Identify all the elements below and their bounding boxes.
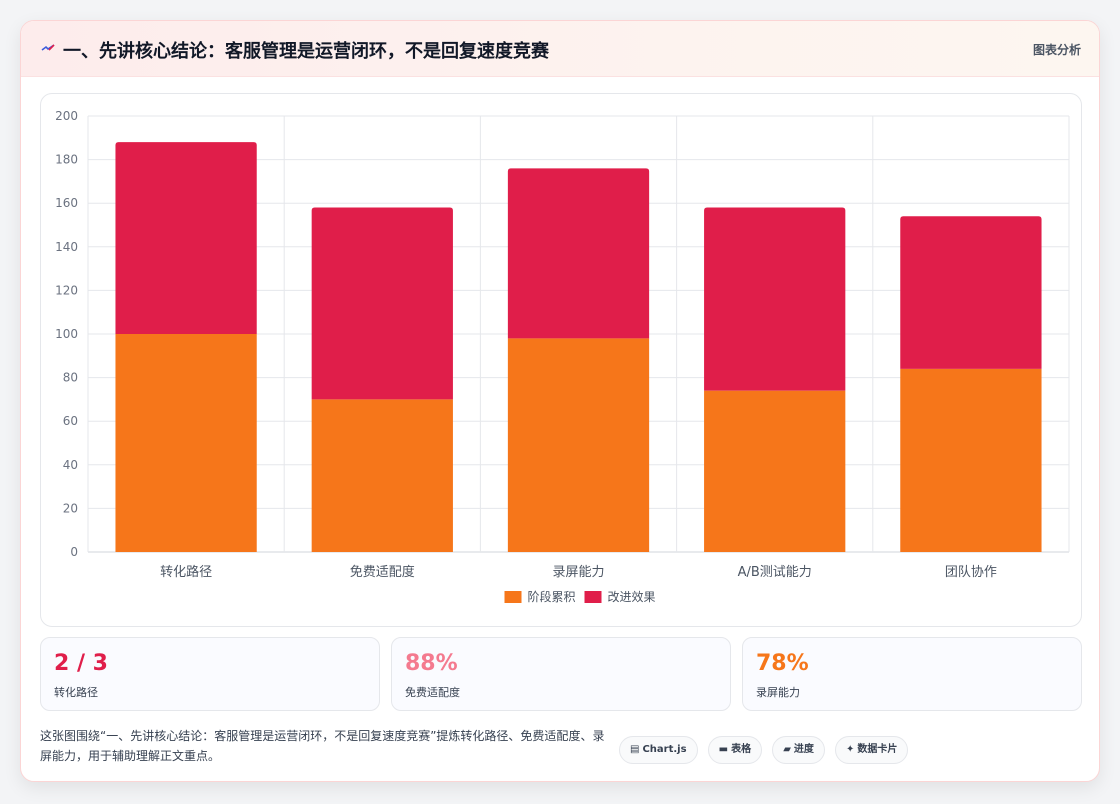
y-tick-label: 180 xyxy=(55,153,78,167)
kpi-value: 78% xyxy=(756,651,809,676)
chip-chartjs[interactable]: ▤ Chart.js xyxy=(619,736,698,764)
kpi-value: 2 / 3 xyxy=(54,651,108,676)
table-icon: ▬ xyxy=(718,744,729,755)
bar-segment xyxy=(311,207,453,400)
y-tick-label: 100 xyxy=(55,327,78,341)
chart-description: 这张图围绕“一、先讲核心结论：客服管理是运营闭环，不是回复速度竞赛”提炼转化路径… xyxy=(40,729,605,763)
y-tick-label: 160 xyxy=(55,196,78,210)
bar-segment xyxy=(115,142,257,334)
chip-table[interactable]: ▬ 表格 xyxy=(707,736,763,764)
chip-progress[interactable]: ▰ 进度 xyxy=(772,736,825,764)
chip-label: 表格 xyxy=(731,744,752,755)
card-header: 一、先讲核心结论：客服管理是运营闭环，不是回复速度竞赛 图表分析 xyxy=(21,21,1099,77)
x-tick-label: 免费适配度 xyxy=(350,564,415,580)
kpi-label: 免费适配度 xyxy=(405,686,460,699)
bar-segment xyxy=(704,390,846,552)
chip-label: Chart.js xyxy=(642,744,687,755)
x-tick-label: 录屏能力 xyxy=(552,565,604,580)
legend-swatch xyxy=(584,591,602,603)
lightning-icon xyxy=(41,44,55,51)
kpi-label: 转化路径 xyxy=(54,686,98,699)
bar-segment xyxy=(900,216,1042,369)
y-tick-label: 0 xyxy=(70,545,78,559)
y-tick-label: 80 xyxy=(63,371,78,385)
kpi-row: 2 / 3 转化路径 88% 免费适配度 78% 录屏能力 xyxy=(40,637,1082,711)
kpi-card: 2 / 3 转化路径 xyxy=(40,637,380,711)
progress-icon: ▰ xyxy=(783,744,791,755)
y-tick-label: 120 xyxy=(55,283,78,297)
chip-label: 进度 xyxy=(793,744,814,755)
legend-label: 阶段累积 xyxy=(528,589,576,604)
x-tick-label: A/B测试能力 xyxy=(738,565,812,580)
page-title: 一、先讲核心结论：客服管理是运营闭环，不是回复速度竞赛 xyxy=(63,41,549,62)
y-tick-label: 60 xyxy=(63,414,78,428)
chart-icon: ▤ xyxy=(630,744,640,755)
y-tick-label: 140 xyxy=(55,240,78,254)
kpi-card: 78% 录屏能力 xyxy=(742,637,1082,711)
bar-segment xyxy=(704,207,846,391)
x-tick-label: 团队协作 xyxy=(945,565,997,580)
kpi-card: 88% 免费适配度 xyxy=(391,637,731,711)
x-tick-label: 转化路径 xyxy=(160,564,212,580)
bar-segment xyxy=(507,168,650,339)
tag-chips: ▤ Chart.js ▬ 表格 ▰ 进度 ✦ 数据卡片 xyxy=(619,736,913,764)
bar-segment xyxy=(900,368,1042,552)
chart-panel: 0 20 40 60 80 100 120 140 160 180 200 转化路径 免费适配度 录屏能力… xyxy=(40,93,1082,627)
chip-label: 数据卡片 xyxy=(857,744,898,755)
bar-segment xyxy=(311,399,453,552)
bar-segment xyxy=(115,334,257,552)
legend-swatch xyxy=(504,591,522,603)
y-tick-label: 20 xyxy=(63,501,78,515)
chart-card: 一、先讲核心结论：客服管理是运营闭环，不是回复速度竞赛 图表分析 0 20 40 60… xyxy=(20,20,1100,782)
chip-data-card[interactable]: ✦ 数据卡片 xyxy=(835,736,909,764)
sparkle-icon: ✦ xyxy=(846,744,855,755)
y-tick-label: 200 xyxy=(55,109,78,123)
y-tick-label: 40 xyxy=(63,458,78,472)
stacked-bar-chart: 0 20 40 60 80 100 120 140 160 180 200 转化路径 免费适配度 录屏能力… xyxy=(55,109,1070,604)
chart-analysis-link[interactable]: 图表分析 xyxy=(1032,43,1081,57)
kpi-value: 88% xyxy=(405,651,458,676)
legend-label: 改进效果 xyxy=(608,589,656,604)
bar-segment xyxy=(507,338,650,552)
kpi-label: 录屏能力 xyxy=(756,686,800,699)
